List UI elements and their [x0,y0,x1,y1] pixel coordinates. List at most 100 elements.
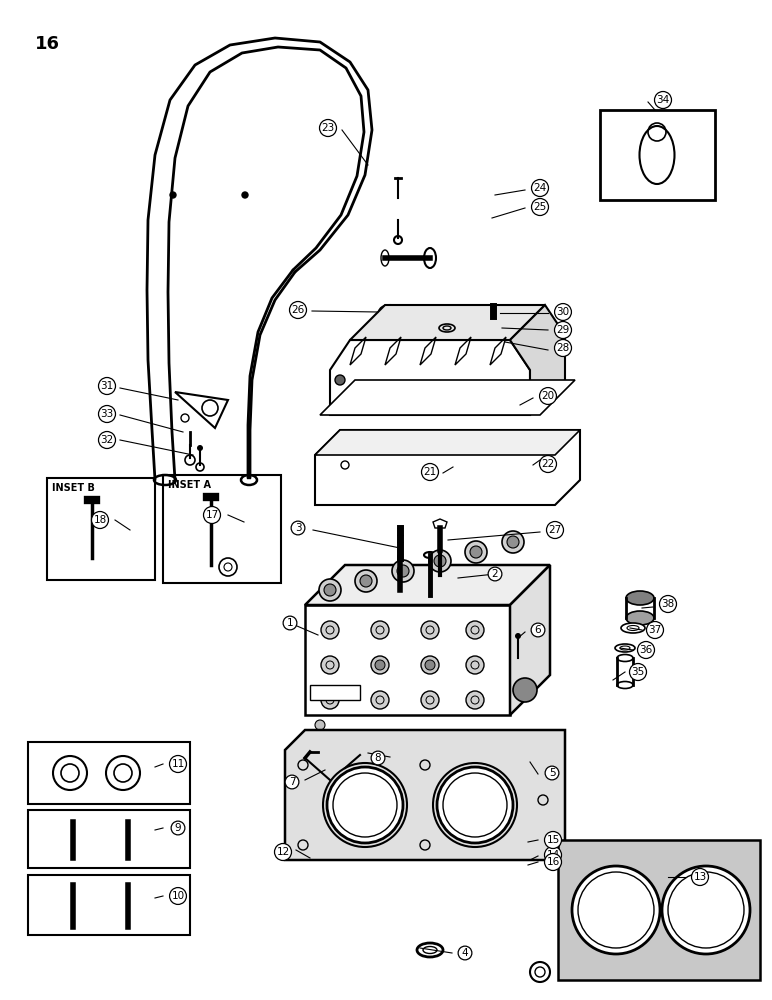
Circle shape [375,660,385,670]
Ellipse shape [617,654,633,662]
Ellipse shape [424,248,436,268]
Polygon shape [175,392,228,428]
Circle shape [360,575,372,587]
Bar [600,110,715,200]
Polygon shape [305,605,510,715]
Polygon shape [330,340,530,415]
Polygon shape [510,565,550,715]
Text: 28: 28 [557,343,570,353]
Circle shape [513,678,537,702]
Ellipse shape [615,644,635,652]
Text: 8: 8 [374,753,381,763]
Circle shape [437,767,513,843]
Circle shape [327,767,403,843]
Text: 35: 35 [631,667,645,677]
Circle shape [466,656,484,674]
Bar [47,478,155,580]
Ellipse shape [626,611,654,625]
Text: 6: 6 [535,625,541,635]
Text: 23: 23 [321,123,334,133]
Bar [163,475,281,583]
Polygon shape [320,380,575,415]
Polygon shape [433,519,447,528]
Text: 5: 5 [549,768,555,778]
Circle shape [352,745,368,761]
Circle shape [425,660,435,670]
Circle shape [315,720,325,730]
Text: 14: 14 [547,850,560,860]
Circle shape [335,375,345,385]
Text: 7: 7 [289,777,296,787]
Circle shape [434,555,446,567]
Text: 13: 13 [693,872,706,882]
Text: 12: 12 [276,847,290,857]
Polygon shape [285,730,565,860]
Text: 37: 37 [648,625,662,635]
Polygon shape [305,565,550,605]
Polygon shape [315,430,580,455]
Circle shape [505,385,515,395]
Circle shape [242,192,248,198]
Polygon shape [510,305,565,415]
Text: 18: 18 [93,515,107,525]
Ellipse shape [531,753,559,771]
Ellipse shape [621,623,645,633]
Circle shape [321,656,339,674]
Text: 9: 9 [174,823,181,833]
Text: 16: 16 [547,857,560,867]
Text: 17: 17 [205,510,218,520]
Circle shape [355,570,377,592]
Text: 16: 16 [35,35,60,53]
Bar [558,840,760,980]
Text: 33: 33 [100,409,113,419]
Polygon shape [315,430,580,505]
Circle shape [421,691,439,709]
Text: 22: 22 [541,459,554,469]
Circle shape [515,633,521,639]
Text: 26: 26 [291,305,305,315]
Text: 25: 25 [533,202,547,212]
Circle shape [465,541,487,563]
Text: 32: 32 [100,435,113,445]
Circle shape [507,536,519,548]
Circle shape [170,192,176,198]
Circle shape [197,445,203,451]
Text: INSET B: INSET B [52,483,95,493]
Text: 10: 10 [171,891,185,901]
Circle shape [466,691,484,709]
Text: 38: 38 [662,599,675,609]
Text: 3: 3 [295,523,301,533]
Circle shape [397,565,409,577]
Circle shape [321,691,339,709]
Circle shape [488,311,498,321]
Text: 29: 29 [557,325,570,335]
Circle shape [421,656,439,674]
Circle shape [61,764,79,782]
Text: 20: 20 [541,391,554,401]
Ellipse shape [626,591,654,605]
Circle shape [662,866,750,954]
Circle shape [371,656,389,674]
Circle shape [371,621,389,639]
Text: 30: 30 [557,307,570,317]
Text: 1: 1 [286,618,293,628]
Text: 34: 34 [656,95,669,105]
Circle shape [375,740,385,750]
Bar [28,810,190,868]
Circle shape [421,621,439,639]
Circle shape [572,866,660,954]
Polygon shape [350,305,545,340]
Circle shape [114,764,132,782]
Circle shape [394,236,402,244]
Ellipse shape [381,250,389,266]
Text: 24: 24 [533,183,547,193]
Circle shape [502,531,524,553]
Circle shape [106,756,140,790]
Text: INSET A: INSET A [168,480,211,490]
Bar [28,742,190,804]
Text: 11: 11 [171,759,185,769]
Text: 27: 27 [548,525,561,535]
Circle shape [466,621,484,639]
Circle shape [470,546,482,558]
Circle shape [392,560,414,582]
